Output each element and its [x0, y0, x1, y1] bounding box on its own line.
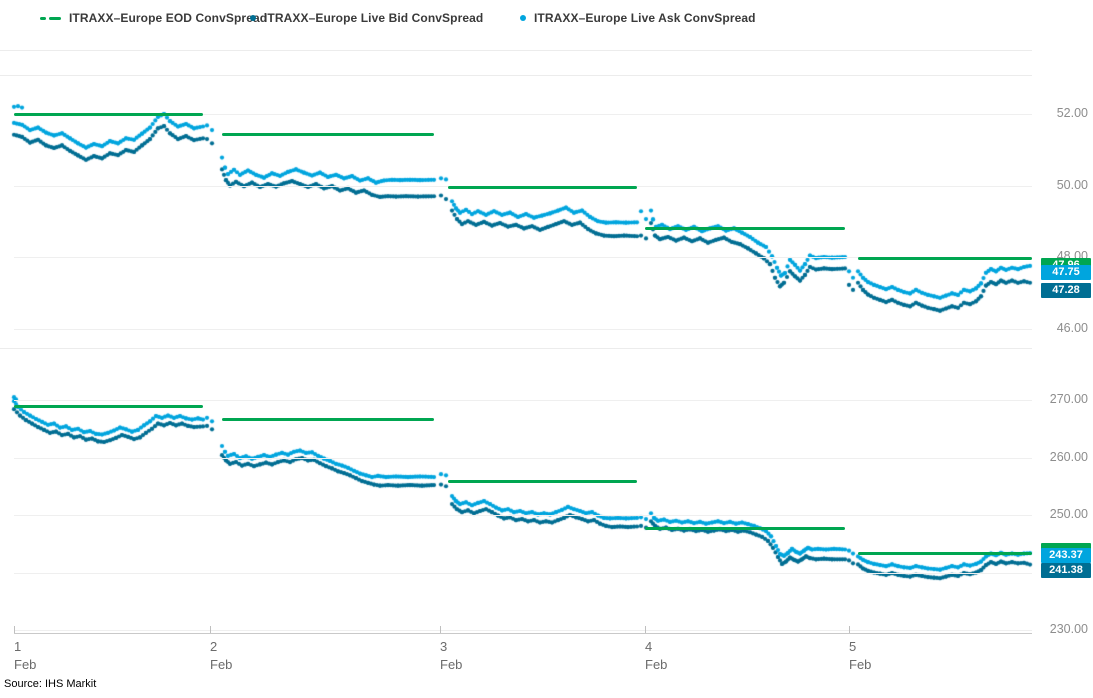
eod-line-panel1-day3 — [448, 186, 637, 189]
bid-dot-marker-icon — [250, 15, 256, 21]
gridline-48.00 — [14, 257, 1032, 258]
ask-dot-marker-icon — [520, 15, 526, 21]
x-axis-label-month-3: Feb — [440, 657, 463, 672]
legend-item-eod[interactable]: ITRAXX–Europe EOD ConvSpread — [40, 9, 267, 27]
x-axis-label-month-2: Feb — [210, 657, 233, 672]
legend-label-bid: ITRAXX–Europe Live Bid ConvSpread — [264, 11, 484, 25]
gridline-52.00 — [14, 114, 1032, 115]
x-axis-line — [14, 633, 1032, 634]
legend-item-bid[interactable]: ITRAXX–Europe Live Bid ConvSpread — [250, 9, 483, 27]
ask-value-callout-top: 47.75 — [1041, 265, 1091, 280]
gridline-240.00 — [14, 572, 1032, 574]
y-axis-label-52.00: 52.00 — [1056, 106, 1088, 120]
ask-value-callout-bottom: 243.37 — [1041, 548, 1091, 563]
legend: ITRAXX–Europe EOD ConvSpread ITRAXX–Euro… — [0, 9, 1093, 29]
x-axis-label-day-3: 3 — [440, 639, 448, 654]
gridline-260.00 — [14, 457, 1032, 459]
top-panel-top-border — [0, 75, 1032, 76]
y-axis-label-230.00: 230.00 — [1049, 622, 1088, 636]
y-axis-label-46.00: 46.00 — [1056, 320, 1088, 335]
panel-divider — [0, 348, 1032, 349]
x-axis-label-month-5: Feb — [849, 657, 872, 672]
bid-value-callout-top: 47.28 — [1041, 283, 1091, 298]
gridline-250.00 — [14, 515, 1032, 516]
eod-line-panel2-day5 — [858, 552, 1032, 555]
gridline-270.00 — [14, 400, 1032, 401]
legend-separator — [0, 50, 1032, 51]
eod-line-panel1-day1 — [14, 113, 203, 116]
x-axis-label-day-2: 2 — [210, 639, 218, 654]
bid-value-callout-bottom: 241.38 — [1041, 563, 1091, 578]
gridline-46.00 — [14, 328, 1032, 330]
x-axis-tick-4-Feb — [645, 626, 646, 633]
y-axis-label-260.00: 260.00 — [1049, 449, 1088, 464]
eod-line-panel1-day2 — [222, 133, 434, 136]
x-axis-tick-5-Feb — [849, 626, 850, 633]
x-axis-label-month-4: Feb — [645, 657, 668, 672]
y-axis-label-250.00: 250.00 — [1049, 507, 1088, 521]
source-attribution: Source: IHS Markit — [4, 678, 97, 690]
eod-line-panel1-day4 — [645, 227, 845, 230]
legend-label-eod: ITRAXX–Europe EOD ConvSpread — [69, 11, 268, 25]
x-axis-label-day-1: 1 — [14, 639, 22, 654]
gridline-230.00 — [14, 630, 1032, 631]
eod-line-panel1-day5 — [858, 257, 1032, 260]
x-axis-tick-3-Feb — [440, 626, 441, 633]
y-axis-label-50.00: 50.00 — [1056, 177, 1088, 192]
x-axis-label-month-1: Feb — [14, 657, 37, 672]
x-axis-tick-2-Feb — [210, 626, 211, 633]
eod-line-panel2-day2 — [222, 418, 434, 421]
y-axis-label-270.00: 270.00 — [1049, 392, 1088, 406]
eod-line-panel2-day4 — [645, 527, 845, 530]
legend-label-ask: ITRAXX–Europe Live Ask ConvSpread — [534, 11, 756, 25]
x-axis-tick-1-Feb — [14, 626, 15, 633]
legend-item-ask[interactable]: ITRAXX–Europe Live Ask ConvSpread — [520, 9, 756, 27]
eod-line-panel2-day1 — [14, 405, 203, 408]
eod-line-panel2-day3 — [448, 480, 637, 483]
x-axis-label-day-4: 4 — [645, 639, 653, 654]
eod-line-marker-icon — [40, 16, 61, 20]
x-axis-label-day-5: 5 — [849, 639, 857, 654]
